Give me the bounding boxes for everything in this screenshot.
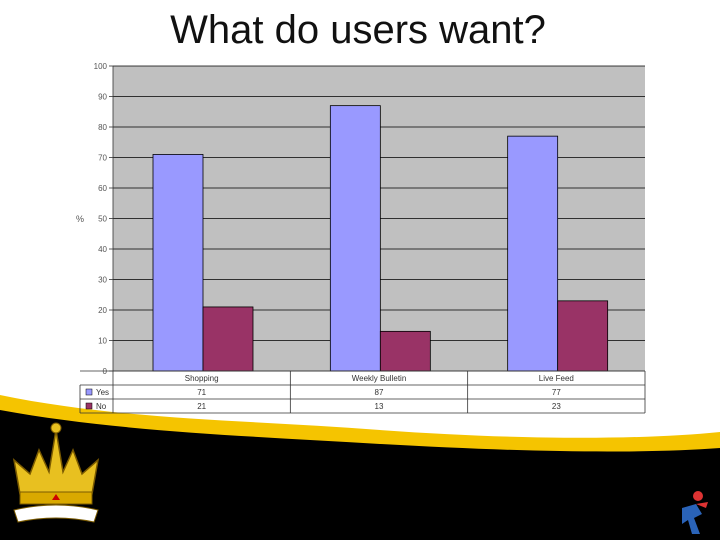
bar-yes-2 [507, 135, 559, 372]
y-tick-label: 20 [98, 306, 107, 315]
bar-no-2 [557, 300, 609, 372]
y-tick-label: 60 [98, 184, 107, 193]
legend-swatch [85, 388, 93, 396]
y-tick-label: 100 [94, 62, 108, 71]
y-tick-label: 50 [98, 215, 107, 224]
bar-no-0 [202, 306, 254, 372]
slide-title: What do users want? [170, 8, 546, 52]
legend-label: Yes [96, 388, 109, 397]
bar-yes-1 [329, 105, 381, 372]
category-label: Weekly Bulletin [352, 374, 407, 383]
category-label: Shopping [185, 374, 219, 383]
runner-icon [682, 491, 708, 534]
y-tick-label: 80 [98, 123, 107, 132]
bar-no-1 [379, 330, 431, 372]
y-tick-label: 90 [98, 93, 107, 102]
y-tick-label: 70 [98, 154, 107, 163]
legend-label: No [96, 402, 107, 411]
table-cell: 21 [197, 402, 206, 411]
bar-yes-0 [152, 154, 204, 372]
crown-logo-icon [12, 422, 100, 523]
y-axis-label: % [76, 214, 84, 224]
y-tick-label: 40 [98, 245, 107, 254]
y-tick-label: 10 [98, 337, 107, 346]
y-tick-label: 0 [103, 367, 108, 376]
table-cell: 13 [375, 402, 384, 411]
legend-swatch [85, 402, 93, 410]
table-cell: 87 [375, 388, 384, 397]
table-cell: 71 [197, 388, 206, 397]
table-cell: 23 [552, 402, 561, 411]
category-label: Live Feed [539, 374, 574, 383]
y-tick-label: 30 [98, 276, 107, 285]
table-cell: 77 [552, 388, 561, 397]
